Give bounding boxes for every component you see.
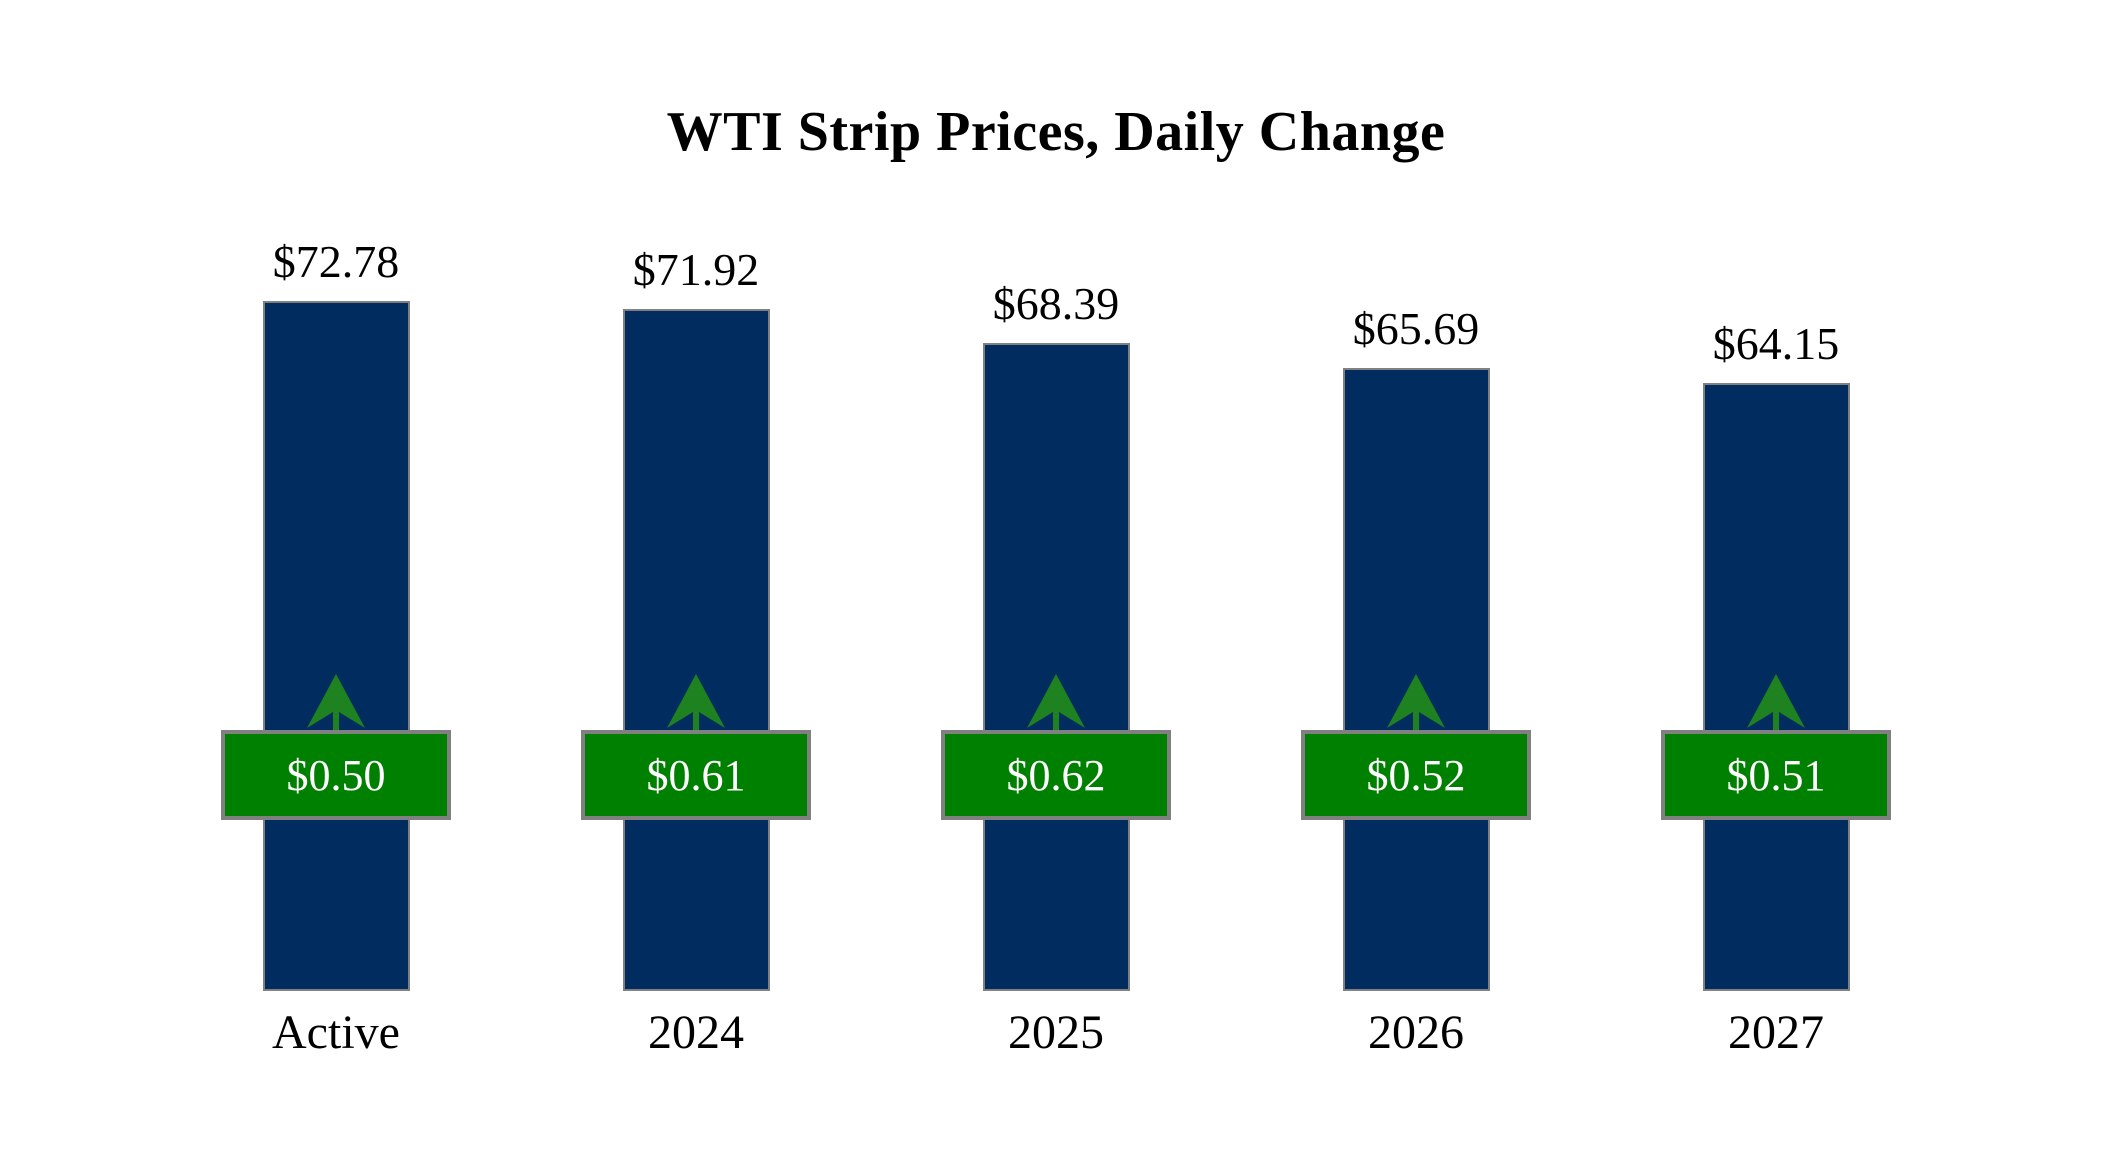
daily-change-badge: $0.62 bbox=[941, 730, 1171, 820]
category-label: Active bbox=[272, 1006, 400, 1059]
price-bar bbox=[982, 343, 1130, 991]
daily-change-badge: $0.51 bbox=[1661, 730, 1891, 820]
price-label: $71.92 bbox=[632, 244, 760, 295]
price-label: $64.15 bbox=[1712, 318, 1840, 369]
category-label: 2024 bbox=[648, 1006, 744, 1059]
bar-column-2024: $71.92 $0.61 2024 bbox=[516, 0, 876, 1152]
bar-column-2025: $68.39 $0.62 2025 bbox=[876, 0, 1236, 1152]
bar-column-2026: $65.69 $0.52 2026 bbox=[1236, 0, 1596, 1152]
daily-change-badge: $0.50 bbox=[221, 730, 451, 820]
daily-change-badge: $0.52 bbox=[1301, 730, 1531, 820]
up-arrow-icon bbox=[667, 674, 725, 732]
up-arrow-icon bbox=[1027, 674, 1085, 732]
bar-column-active: $72.78 $0.50 Active bbox=[156, 0, 516, 1152]
chart-title: WTI Strip Prices, Daily Change bbox=[666, 101, 1446, 163]
up-arrow-icon bbox=[1747, 674, 1805, 732]
daily-change-badge: $0.61 bbox=[581, 730, 811, 820]
price-label: $65.69 bbox=[1352, 303, 1480, 354]
bar-column-2027: $64.15 $0.51 2027 bbox=[1596, 0, 1956, 1152]
price-bar bbox=[622, 309, 770, 991]
category-label: 2026 bbox=[1368, 1006, 1464, 1059]
price-bar bbox=[262, 301, 410, 991]
up-arrow-icon bbox=[1387, 674, 1445, 732]
price-label: $68.39 bbox=[992, 278, 1120, 329]
category-label: 2025 bbox=[1008, 1006, 1104, 1059]
up-arrow-icon bbox=[307, 674, 365, 732]
category-label: 2027 bbox=[1728, 1006, 1824, 1059]
price-label: $72.78 bbox=[272, 236, 400, 287]
